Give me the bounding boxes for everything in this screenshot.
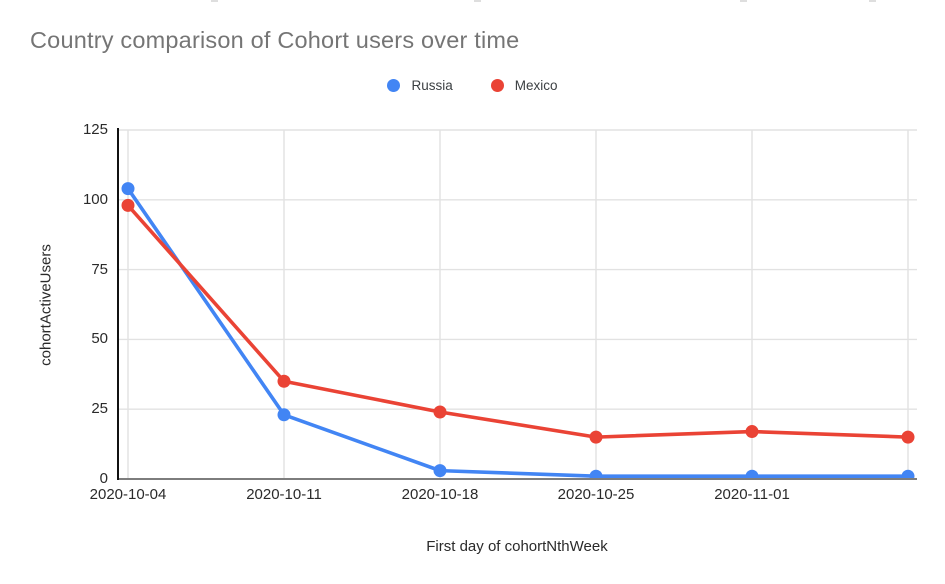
legend-item-russia[interactable]: Russia	[387, 77, 453, 93]
legend-label-russia: Russia	[411, 77, 453, 93]
data-point-mexico	[121, 198, 135, 212]
legend-label-mexico: Mexico	[514, 77, 558, 93]
data-point-mexico	[433, 405, 447, 419]
y-tick-label: 0	[99, 470, 108, 487]
y-tick-label: 50	[91, 330, 108, 348]
chart-title: Country comparison of Cohort users over …	[30, 27, 520, 53]
data-point-mexico	[901, 430, 915, 444]
cropped-content-remnant	[869, 0, 876, 2]
y-tick-label: 100	[82, 190, 108, 208]
mexico-series-swatch-icon	[490, 78, 504, 92]
x-axis-title: First day of cohortNthWeek	[426, 538, 608, 555]
x-tick-label: 2020-10-11	[246, 486, 322, 503]
series-line-russia	[126, 186, 910, 479]
data-point-russia	[901, 469, 915, 480]
y-tick-label: 25	[91, 400, 108, 418]
series-group	[121, 182, 915, 480]
data-point-mexico	[277, 374, 291, 388]
data-point-russia	[589, 469, 603, 480]
data-point-russia	[277, 408, 291, 422]
data-point-russia	[745, 469, 759, 480]
x-tick-label: 2020-11-01	[714, 486, 790, 503]
data-point-mexico	[745, 425, 759, 439]
cropped-content-remnant	[740, 0, 747, 2]
x-tick-label: 2020-10-18	[401, 486, 479, 503]
x-tick-label: 2020-10-25	[557, 486, 635, 503]
x-tick-label: 2020-10-04	[89, 486, 167, 503]
legend-item-mexico[interactable]: Mexico	[490, 77, 558, 93]
legend: Russia Mexico	[0, 72, 945, 98]
data-point-russia	[121, 182, 135, 196]
data-point-russia	[433, 464, 447, 478]
cropped-content-remnant	[474, 0, 481, 2]
russia-series-swatch-icon	[387, 78, 401, 92]
cropped-content-remnant	[211, 0, 218, 2]
y-tick-label: 75	[91, 260, 108, 278]
y-tick-label: 125	[82, 121, 108, 138]
series-line-mexico	[126, 203, 910, 439]
data-point-mexico	[589, 430, 603, 444]
